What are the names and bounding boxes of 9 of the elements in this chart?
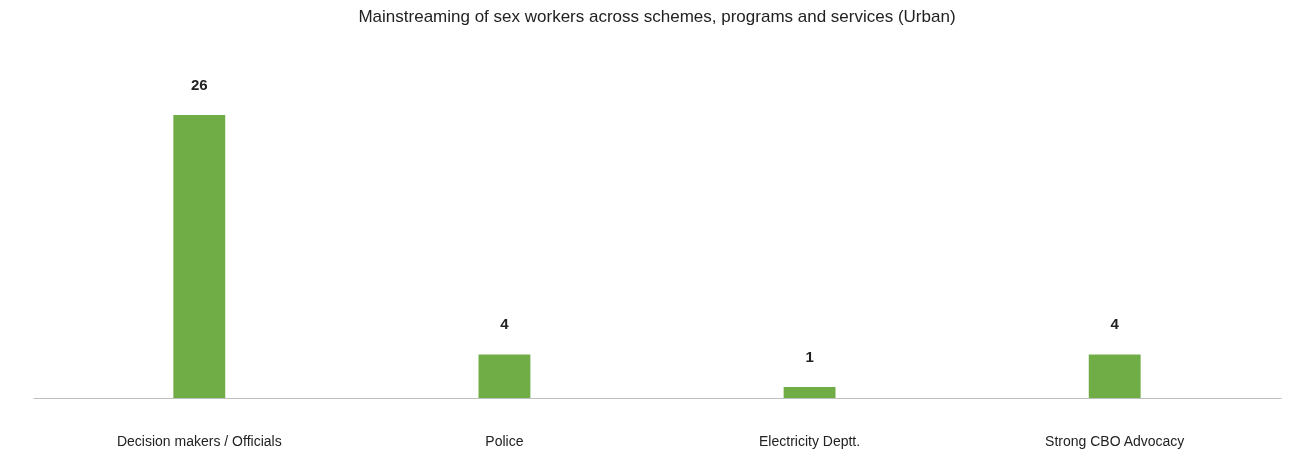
data-label: 26 — [190, 76, 208, 93]
data-label: 4 — [1110, 315, 1120, 333]
data-label: 1 — [805, 348, 814, 366]
x-tick-label: Strong CBO Advocacy — [1045, 432, 1185, 449]
x-tick-label: Electricity Deptt. — [759, 432, 861, 449]
chart-title: Mainstreaming of sex workers across schemes, programs and services (Urban) — [358, 7, 956, 26]
data-label: 4 — [500, 315, 510, 333]
x-tick-label: Police — [485, 432, 524, 449]
x-tick-label: Decision makers / Officials — [116, 432, 282, 449]
